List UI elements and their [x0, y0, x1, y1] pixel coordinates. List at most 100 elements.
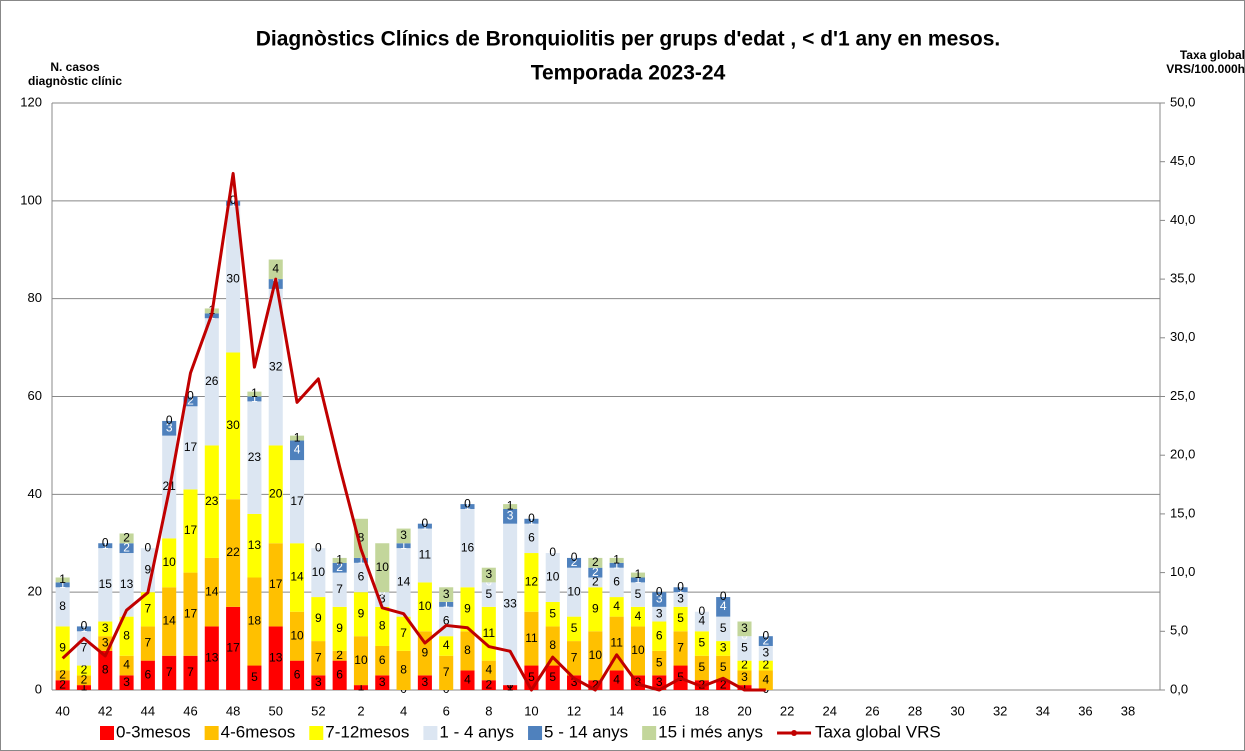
- data-label: 0: [528, 511, 535, 525]
- data-label: 8: [464, 643, 471, 657]
- bar-segment: [609, 557, 624, 563]
- bar-segment: [55, 577, 70, 583]
- data-label: 4: [443, 638, 450, 652]
- bar-segment: [290, 660, 305, 690]
- x-tick-label: 38: [1121, 703, 1135, 718]
- bar-segment: [588, 567, 603, 578]
- data-label: 1: [635, 572, 642, 586]
- bar-segment: [545, 601, 560, 627]
- data-label: 3: [485, 567, 492, 581]
- data-label: 18: [248, 614, 262, 628]
- data-label: 0: [656, 584, 663, 598]
- bar-segment: [140, 660, 155, 690]
- x-tick-label: 10: [524, 703, 538, 718]
- bar-segment: [716, 655, 731, 681]
- bar-segment: [247, 401, 262, 514]
- data-label: 0: [145, 540, 152, 554]
- x-tick-label: 48: [226, 703, 240, 718]
- legend-label: 7-12mesos: [325, 722, 409, 741]
- data-label: 9: [592, 601, 599, 615]
- data-label: 7: [81, 641, 88, 655]
- data-label: 1: [613, 553, 620, 567]
- bar-segment: [247, 513, 262, 578]
- bar-segment: [311, 597, 326, 642]
- data-label: 5: [720, 660, 727, 674]
- data-label: 3: [656, 592, 663, 606]
- bar-segment: [758, 670, 773, 690]
- bar-segment: [55, 587, 70, 627]
- data-label: 5: [571, 621, 578, 635]
- bar-segment: [375, 645, 390, 676]
- bar-segment: [545, 626, 560, 666]
- data-label: 1: [81, 621, 88, 635]
- y-axis-label: N. casos diagnòstic clínic: [27, 60, 123, 88]
- bar-segment: [630, 626, 645, 676]
- data-label: 7: [315, 650, 322, 664]
- bar-segment: [162, 538, 177, 588]
- bar-segment: [758, 660, 773, 671]
- bar-segment: [588, 577, 603, 588]
- data-label: 7: [187, 665, 194, 679]
- data-label: 0: [81, 619, 88, 633]
- bar-segment: [204, 626, 219, 690]
- data-label: 3: [443, 587, 450, 601]
- data-label: 8: [123, 628, 130, 642]
- bar-segment: [652, 621, 667, 651]
- bar-segment: [183, 655, 198, 690]
- legend-swatch: [791, 730, 798, 736]
- data-label: 5: [677, 611, 684, 625]
- y2-tick-label: 35,0: [1170, 271, 1195, 286]
- bar-segment: [204, 445, 219, 558]
- x-tick-label: 42: [98, 703, 112, 718]
- data-label: 4: [720, 599, 727, 613]
- bar-segment: [226, 499, 241, 607]
- data-label: 0: [187, 389, 194, 403]
- bar-segment: [737, 636, 752, 661]
- y-tick-label: 0: [35, 681, 42, 696]
- y-axis-label-box: N. casos diagnòstic clínic: [27, 60, 123, 88]
- bar-segment: [652, 592, 667, 607]
- x-tick-label: 44: [141, 703, 155, 718]
- bar-segment: [353, 592, 368, 637]
- data-label: 2: [123, 531, 130, 545]
- x-tick-label: 22: [780, 703, 794, 718]
- data-label: 5: [251, 670, 258, 684]
- data-label: 14: [205, 584, 219, 598]
- data-label: 7: [571, 650, 578, 664]
- bar-segment: [268, 445, 283, 544]
- data-label: 6: [379, 653, 386, 667]
- bar-segment: [417, 631, 432, 676]
- bar-segment: [630, 572, 645, 578]
- bar-segment: [353, 685, 368, 690]
- data-label: 22: [226, 545, 240, 559]
- data-label: 7: [677, 641, 684, 655]
- data-label: 2: [741, 658, 748, 672]
- bar-segment: [503, 504, 518, 510]
- data-label: 3: [571, 675, 578, 689]
- data-label: 9: [358, 606, 365, 620]
- data-label: 11: [610, 636, 623, 650]
- data-label: 2: [59, 677, 66, 691]
- bar-segment: [652, 606, 667, 622]
- bar-segment: [439, 655, 454, 690]
- data-label: 20: [269, 487, 283, 501]
- bar-segment: [630, 606, 645, 627]
- data-label: 26: [205, 374, 219, 388]
- bar-segment: [76, 685, 91, 690]
- bar-segment: [226, 200, 241, 206]
- bar-segment: [460, 587, 475, 632]
- data-label: 3: [166, 420, 173, 434]
- bar-segment: [481, 680, 496, 690]
- y-tick-label: 120: [20, 94, 42, 109]
- bar-segment: [204, 318, 219, 446]
- data-label: 3: [507, 509, 514, 523]
- bar-segment: [716, 641, 731, 656]
- data-label: 15: [99, 577, 113, 591]
- data-label: 2: [592, 555, 599, 569]
- data-label: 7: [400, 626, 407, 640]
- bar-segment: [737, 670, 752, 686]
- bar-segment: [119, 655, 134, 676]
- legend-swatch: [100, 726, 114, 740]
- data-label: 2: [592, 677, 599, 691]
- data-label: 13: [205, 650, 219, 664]
